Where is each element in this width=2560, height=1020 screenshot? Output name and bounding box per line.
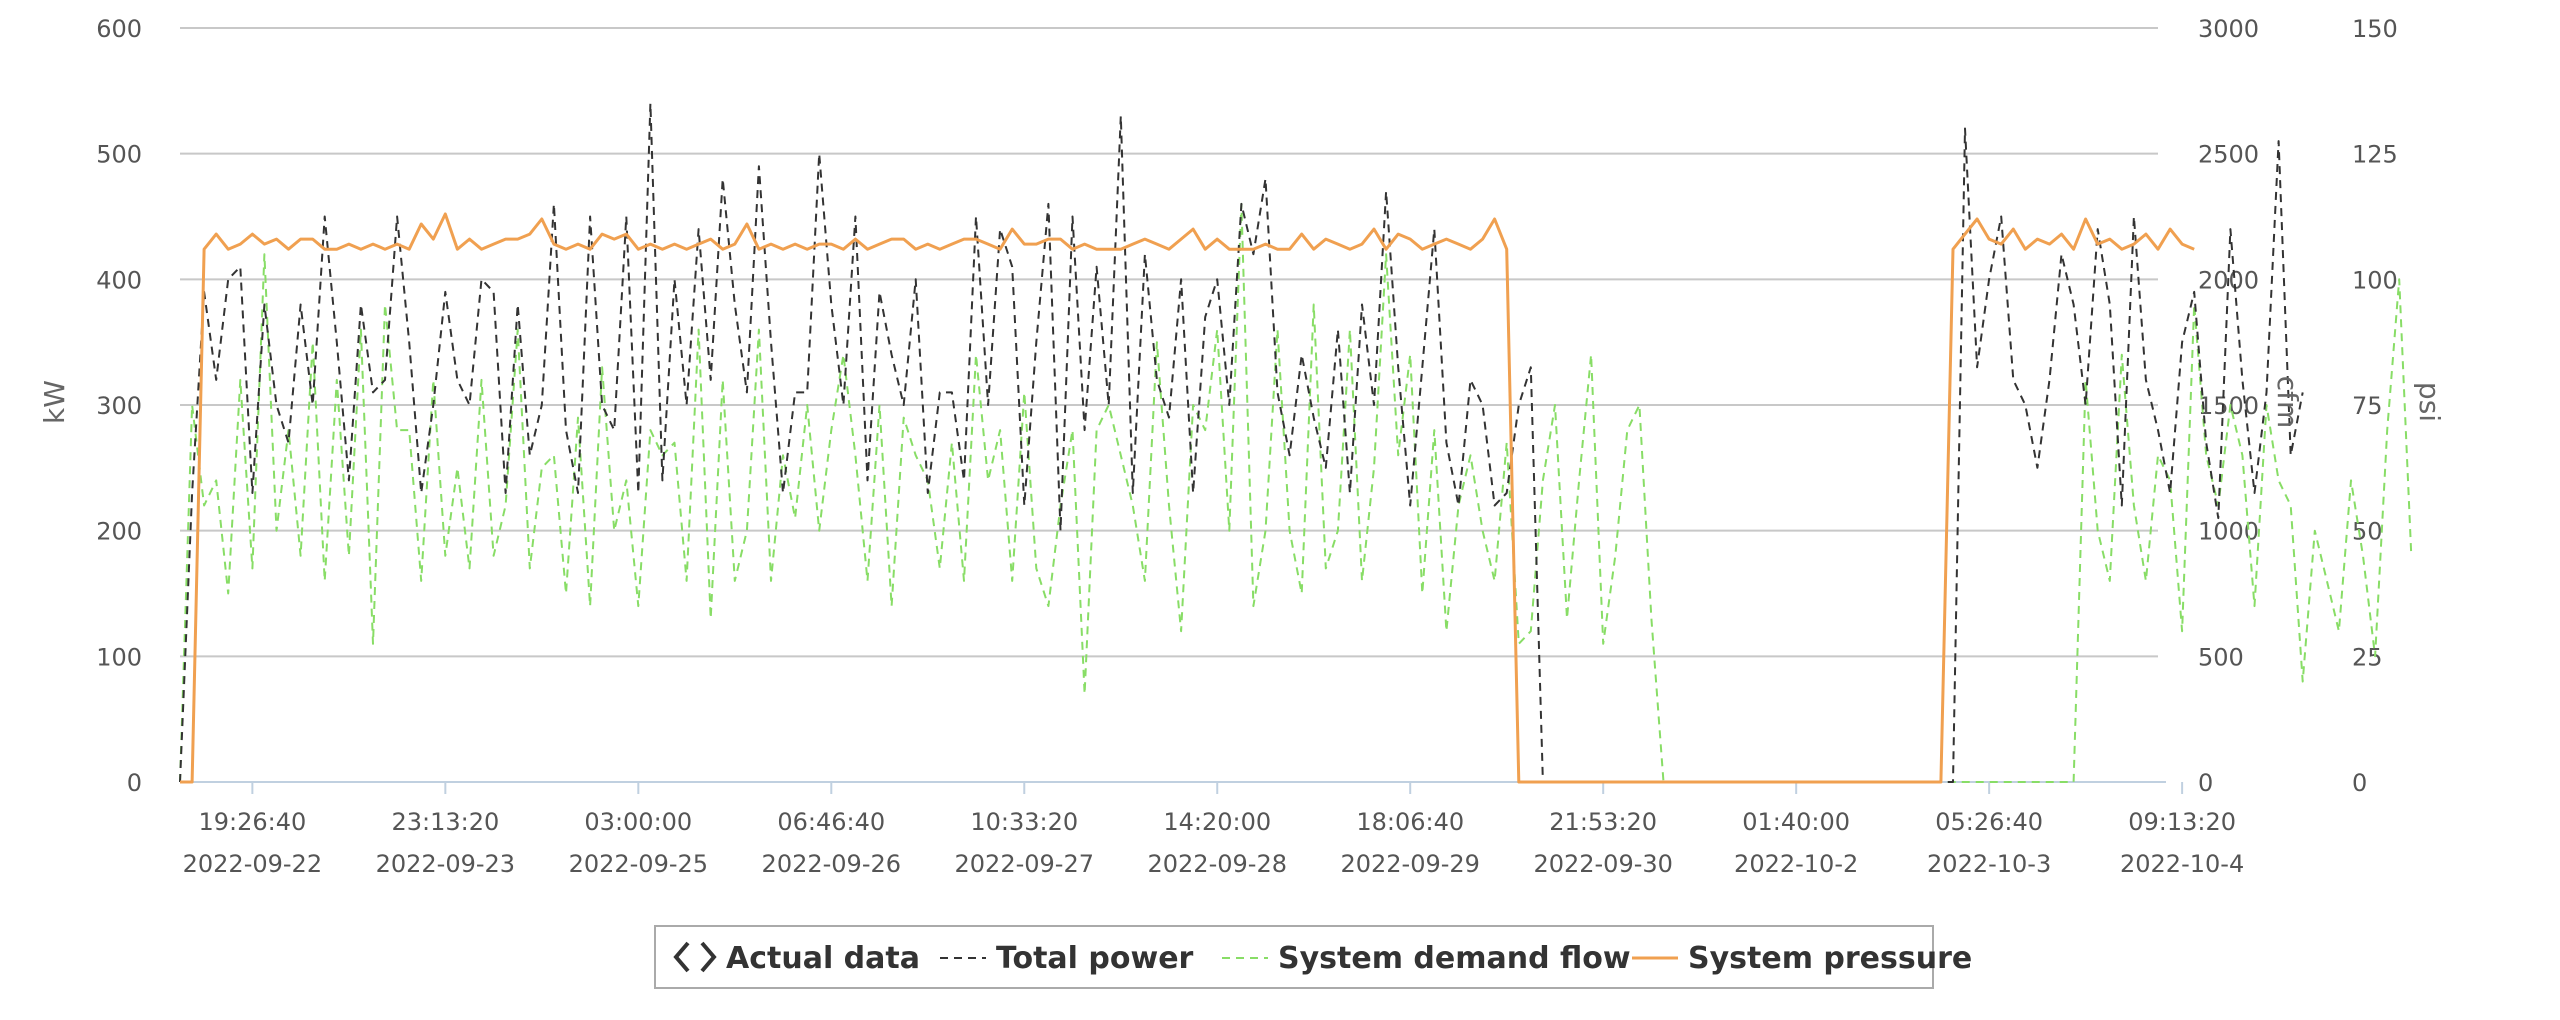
- x-tick-label-time: 21:53:20: [1549, 808, 1657, 836]
- y-tick-label-kw: 500: [96, 141, 142, 169]
- y-tick-label-cfm: 0: [2198, 769, 2213, 797]
- y-tick-label-psi: 25: [2352, 643, 2383, 671]
- x-tick-label-date: 2022-09-26: [762, 850, 901, 878]
- x-tick-label-date: 2022-09-23: [376, 850, 515, 878]
- series-layer: [179, 102, 2413, 784]
- x-tick-label-date: 2022-09-22: [183, 850, 322, 878]
- y-tick-label-psi: 0: [2352, 769, 2367, 797]
- x-tick-label-time: 23:13:20: [391, 808, 499, 836]
- x-tick-label-date: 2022-10-3: [1927, 850, 2051, 878]
- x-tick-label-time: 19:26:40: [198, 808, 306, 836]
- y-tick-label-cfm: 500: [2198, 643, 2244, 671]
- y-tick-label-cfm: 3000: [2198, 15, 2259, 43]
- legend-label-pressure: System pressure: [1688, 941, 1972, 976]
- axis-title-psi: psi: [2413, 382, 2446, 422]
- x-tick-label-time: 10:33:20: [970, 808, 1078, 836]
- axis-title-cfm: cfm: [2271, 376, 2304, 429]
- x-tick-label-date: 2022-09-25: [569, 850, 708, 878]
- y-tick-label-psi: 75: [2352, 392, 2383, 420]
- legend-item-power[interactable]: Total power: [940, 941, 1194, 976]
- y-tick-label-cfm: 2500: [2198, 141, 2259, 169]
- x-tick-label-time: 06:46:40: [777, 808, 885, 836]
- x-tick-label-date: 2022-09-30: [1533, 850, 1672, 878]
- y-tick-label-cfm: 1500: [2198, 392, 2259, 420]
- axis-layer: 0100200300400500600050010001500200025003…: [96, 15, 2398, 878]
- x-tick-label-date: 2022-09-27: [955, 850, 1094, 878]
- axis-title-layer: kW cfm psi: [38, 376, 2446, 429]
- legend-label-power: Total power: [996, 941, 1194, 976]
- legend-item-actual[interactable]: Actual data: [673, 941, 920, 976]
- legend-item-pressure[interactable]: System pressure: [1632, 941, 1972, 976]
- x-tick-label-date: 2022-10-2: [1734, 850, 1858, 878]
- y-tick-label-psi: 50: [2352, 518, 2383, 546]
- y-tick-label-kw: 400: [96, 266, 142, 294]
- y-tick-label-kw: 300: [96, 392, 142, 420]
- legend-label-flow: System demand flow: [1278, 941, 1631, 976]
- series-line-total-power: [179, 102, 2304, 783]
- y-tick-label-kw: 100: [96, 643, 142, 671]
- x-tick-label-time: 14:20:00: [1163, 808, 1271, 836]
- axis-title-kw: kW: [38, 380, 71, 424]
- y-tick-label-kw: 600: [96, 15, 142, 43]
- legend-item-flow[interactable]: System demand flow: [1222, 941, 1631, 976]
- x-tick-label-time: 18:06:40: [1356, 808, 1464, 836]
- x-tick-label-time: 03:00:00: [584, 808, 692, 836]
- chevron-pair-icon: [673, 941, 717, 973]
- x-tick-label-time: 09:13:20: [2128, 808, 2236, 836]
- y-tick-label-psi: 125: [2352, 141, 2398, 169]
- legend: Actual data Total power System demand fl…: [654, 925, 1972, 989]
- y-tick-label-kw: 200: [96, 518, 142, 546]
- y-tick-label-psi: 150: [2352, 15, 2398, 43]
- y-tick-label-kw: 0: [127, 769, 142, 797]
- x-tick-label-time: 05:26:40: [1935, 808, 2043, 836]
- legend-box: [654, 925, 1934, 989]
- x-tick-label-date: 2022-09-28: [1148, 850, 1287, 878]
- x-tick-label-date: 2022-10-4: [2120, 850, 2244, 878]
- x-tick-label-date: 2022-09-29: [1340, 850, 1479, 878]
- y-tick-label-psi: 100: [2352, 266, 2398, 294]
- legend-label-actual: Actual data: [726, 941, 920, 976]
- series-line-system-pressure: [180, 212, 2195, 784]
- x-tick-label-time: 01:40:00: [1742, 808, 1850, 836]
- series-line-system-demand-flow: [179, 202, 2413, 783]
- grid-layer: [180, 27, 2158, 658]
